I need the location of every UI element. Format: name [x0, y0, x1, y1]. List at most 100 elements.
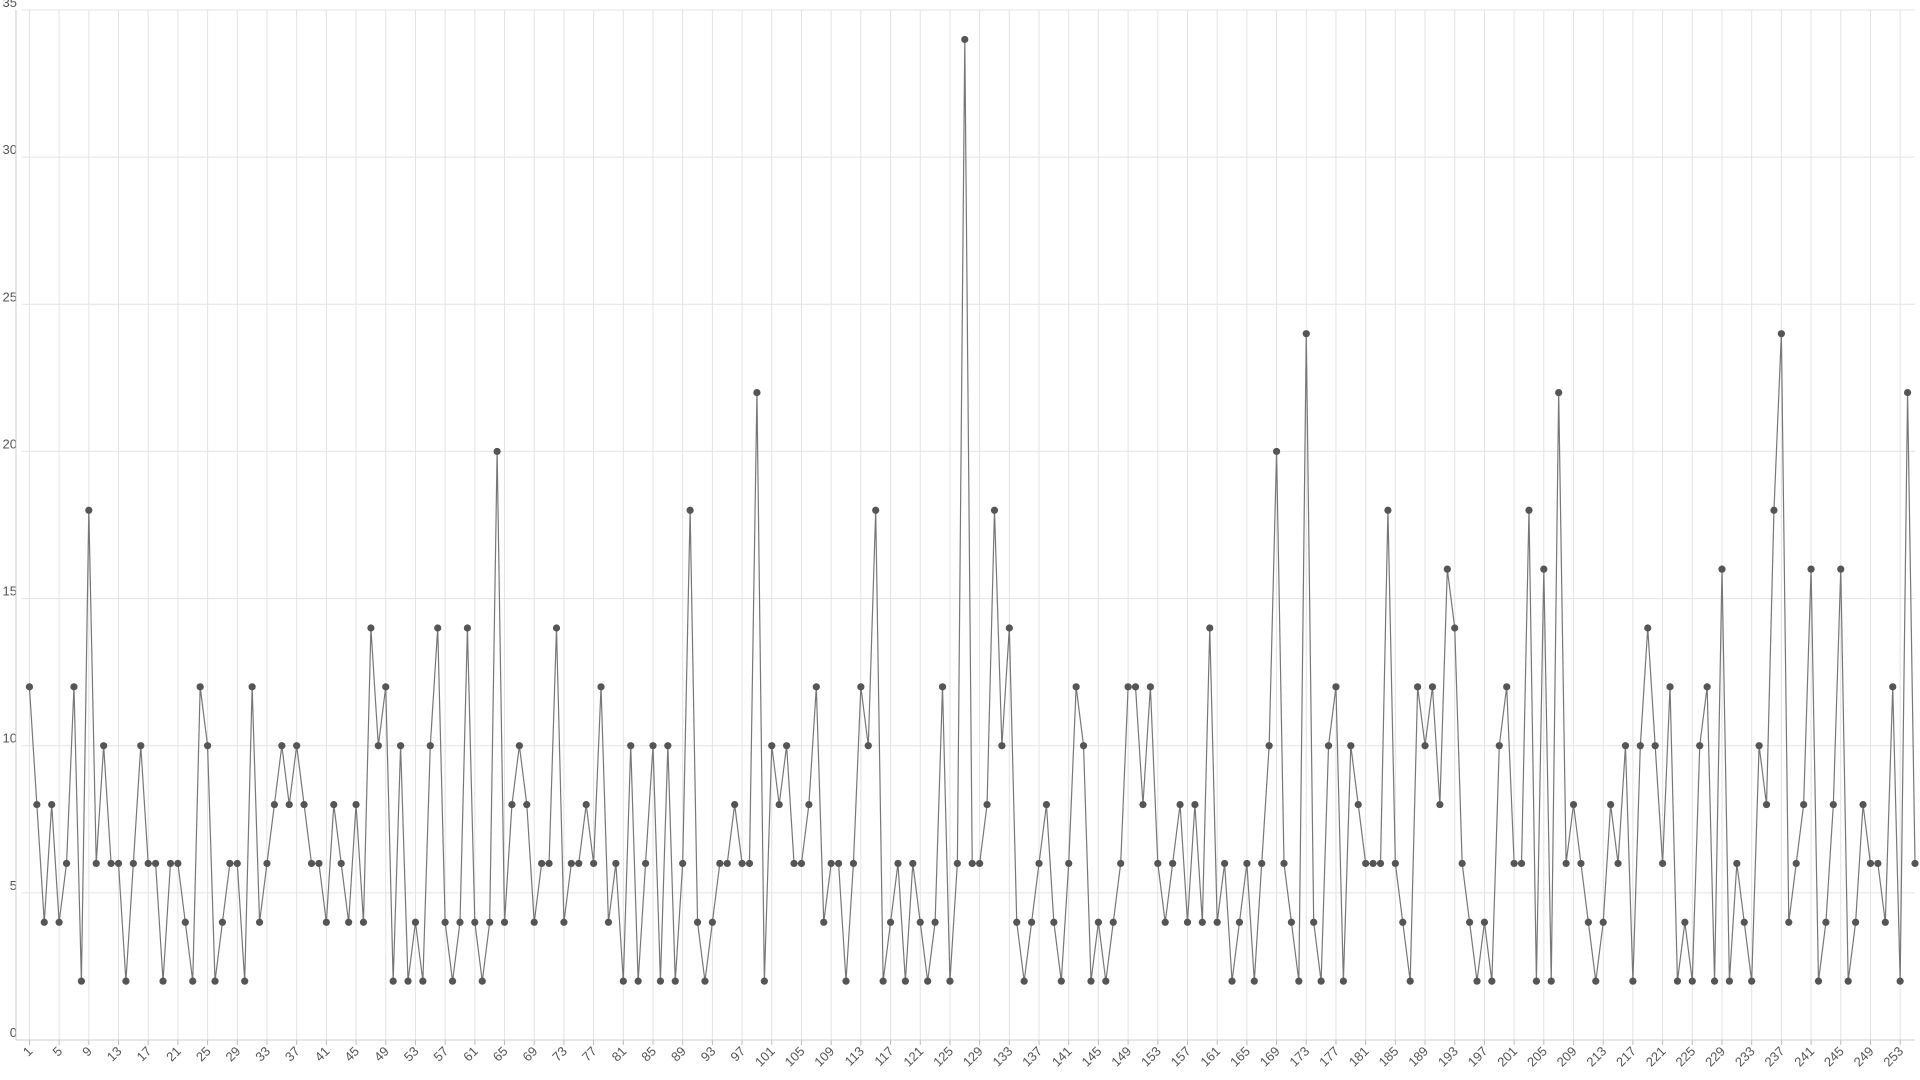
data-point [760, 977, 768, 985]
data-point [783, 742, 791, 750]
data-point [523, 800, 531, 809]
data-point [716, 859, 724, 868]
data-point [1621, 742, 1630, 750]
data-point [159, 977, 167, 985]
data-point [92, 859, 100, 868]
data-point [1837, 565, 1845, 573]
data-point [1859, 800, 1867, 809]
x-tick-label: 209 [1554, 1044, 1580, 1070]
data-point [1310, 918, 1318, 926]
x-tick-label: 29 [223, 1044, 244, 1065]
data-point [1807, 565, 1815, 573]
data-point [1354, 800, 1362, 809]
data-point [434, 624, 442, 632]
data-point [634, 977, 642, 985]
data-point [1644, 624, 1652, 632]
data-point [1733, 859, 1741, 868]
data-point [1347, 742, 1355, 750]
data-point [849, 859, 858, 868]
data-point [33, 800, 41, 809]
data-point [745, 859, 754, 868]
data-point [1696, 742, 1704, 750]
data-point [1896, 977, 1904, 985]
x-tick-label: 213 [1583, 1044, 1609, 1070]
data-point [515, 742, 523, 750]
x-tick-label: 17 [133, 1044, 154, 1065]
x-tick-label: 81 [609, 1044, 630, 1065]
data-point [879, 977, 887, 985]
data-point [693, 918, 702, 926]
data-point [961, 35, 969, 44]
data-point [1302, 330, 1310, 338]
data-point [404, 977, 412, 985]
data-point [909, 859, 917, 868]
data-point [1777, 330, 1785, 338]
x-tick-label: 77 [579, 1044, 600, 1065]
x-tick-label: 113 [842, 1044, 867, 1069]
data-point [1369, 859, 1377, 868]
data-point [1154, 859, 1162, 868]
data-point [1391, 859, 1399, 868]
data-point [686, 506, 694, 514]
data-point [1065, 859, 1073, 868]
data-point [1428, 683, 1437, 691]
data-point [196, 683, 204, 691]
data-point [1829, 800, 1837, 809]
x-tick-label: 205 [1524, 1044, 1550, 1070]
data-point [1710, 977, 1719, 985]
x-tick-label: 9 [79, 1044, 95, 1060]
data-point [389, 977, 397, 985]
data-point [411, 918, 420, 926]
data-point [1072, 683, 1080, 691]
data-point [1035, 859, 1043, 868]
y-tick-label: 5 [10, 878, 17, 893]
x-tick-label: 109 [811, 1044, 837, 1070]
data-point [1258, 859, 1266, 868]
data-point [322, 918, 330, 926]
data-point [486, 918, 494, 926]
y-tick-label: 35 [3, 0, 17, 10]
data-point [55, 918, 63, 926]
x-tick-label: 117 [871, 1044, 896, 1069]
data-point [1272, 447, 1281, 456]
data-point [1762, 800, 1771, 809]
data-point [1852, 918, 1860, 926]
data-point [1636, 742, 1644, 750]
x-tick-label: 53 [401, 1044, 422, 1065]
data-point [1146, 683, 1154, 691]
data-point [166, 859, 175, 868]
data-point [1555, 388, 1563, 397]
y-tick-label: 10 [3, 731, 17, 746]
data-point [790, 859, 798, 868]
data-point [1800, 800, 1808, 809]
data-point [938, 683, 947, 691]
data-point [1495, 742, 1503, 750]
data-point [1206, 624, 1214, 632]
data-point [1465, 918, 1474, 926]
data-point [263, 859, 271, 868]
data-point [1911, 859, 1919, 868]
data-point [1748, 977, 1756, 985]
data-point [337, 859, 345, 868]
data-point [70, 683, 78, 691]
data-point [1532, 977, 1540, 985]
x-tick-label: 217 [1613, 1044, 1639, 1070]
data-point [1057, 977, 1065, 985]
data-point [1213, 918, 1221, 926]
data-point [1503, 683, 1511, 691]
x-tick-label: 85 [638, 1044, 659, 1065]
x-tick-label: 97 [727, 1044, 748, 1065]
x-tick-label: 45 [341, 1044, 362, 1065]
data-point [671, 977, 679, 985]
x-tick-label: 233 [1732, 1044, 1758, 1070]
data-point [842, 977, 850, 985]
data-point [367, 624, 375, 632]
data-point [619, 977, 627, 985]
data-point [226, 859, 234, 868]
data-point [1191, 800, 1199, 809]
data-point [241, 977, 249, 985]
data-point [1725, 977, 1734, 985]
data-point [1792, 859, 1800, 868]
data-point [1666, 683, 1674, 691]
data-point [1903, 388, 1912, 397]
